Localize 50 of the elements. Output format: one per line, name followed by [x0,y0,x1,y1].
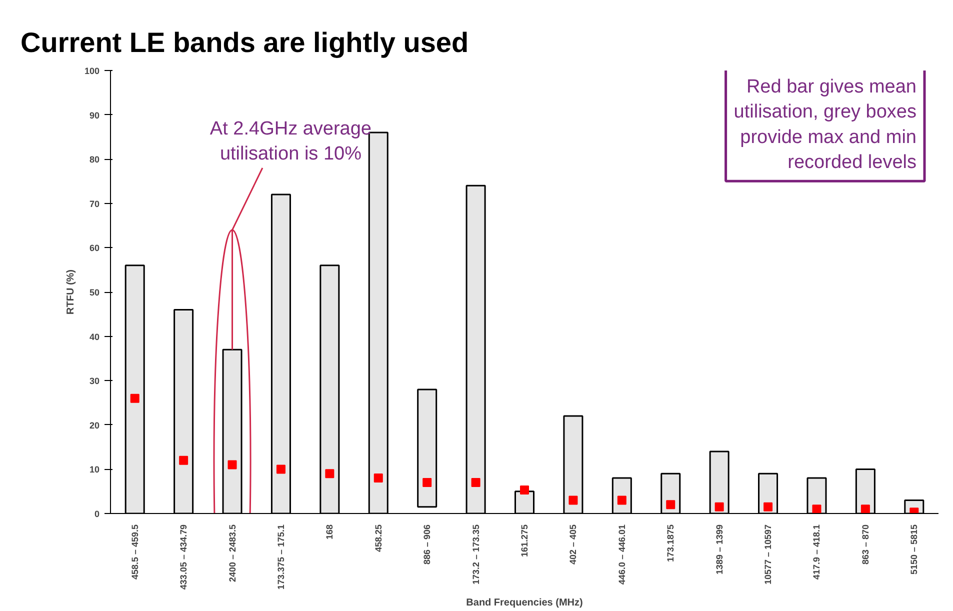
y-tick-label: 20 [89,420,100,430]
x-tick-label: 446.0 – 446.01 [616,524,627,585]
x-tick-label: 458.5 – 459.5 [130,524,140,580]
annotation: Red bar gives mean utilisation, grey boxes provide max and min recorded levels [734,76,917,174]
x-tick-label: 402 – 405 [568,524,578,565]
point [666,500,676,510]
point [520,486,529,495]
x-tick-label: 417.9 – 418.1 [812,524,822,580]
y-tick-label: 0 [94,509,100,519]
x-tick-label: 10577 – 10597 [763,524,774,585]
point [812,504,822,514]
point [764,502,773,512]
x-tick-label: 173.2 – 173.35 [470,524,481,585]
y-axis-title: RTFU (%) [65,269,76,314]
x-tick-label: 173.375 – 175.1 [276,524,286,590]
point [714,502,724,512]
y-tick-label: 10 [89,464,100,475]
y-tick-label: 60 [89,243,100,254]
point [860,504,870,514]
point [325,469,334,478]
x-tick-label: 168 [324,524,335,540]
point [228,460,237,470]
point [374,474,383,483]
y-tick-label: 50 [89,288,100,298]
y-tick-label: 70 [89,198,100,209]
x-tick-label: 863 – 870 [860,524,870,565]
y-tick-label: 80 [89,154,100,165]
x-tick-label: 161.275 [520,524,530,558]
point [617,496,626,505]
x-tick-label: 458.25 [373,524,384,552]
x-tick-label: 886 – 906 [422,524,432,565]
point [422,478,432,487]
point [471,478,480,487]
point [179,456,188,465]
y-tick-label: 30 [89,376,100,386]
y-tick-label: 40 [89,332,100,342]
point [130,394,140,403]
x-tick-label: 173.1875 [666,524,676,562]
y-tick-label: 100 [84,66,100,76]
x-tick-label: 1389 – 1399 [714,524,724,575]
point [568,496,578,505]
bar [417,388,438,508]
x-tick-label: 5150 – 5815 [909,524,920,575]
y-tick-label: 90 [89,110,100,120]
x-tick-label: 433.05 – 434.79 [178,524,189,590]
x-tick-label: 2400 – 2483.5 [227,524,238,582]
annotation: At 2.4GHz average utilisation is 10% [210,118,372,164]
point [276,464,286,474]
x-axis-title: Band Frequencies (MHz) [466,598,583,609]
chart-title: Current LE bands are lightly used [20,27,469,58]
